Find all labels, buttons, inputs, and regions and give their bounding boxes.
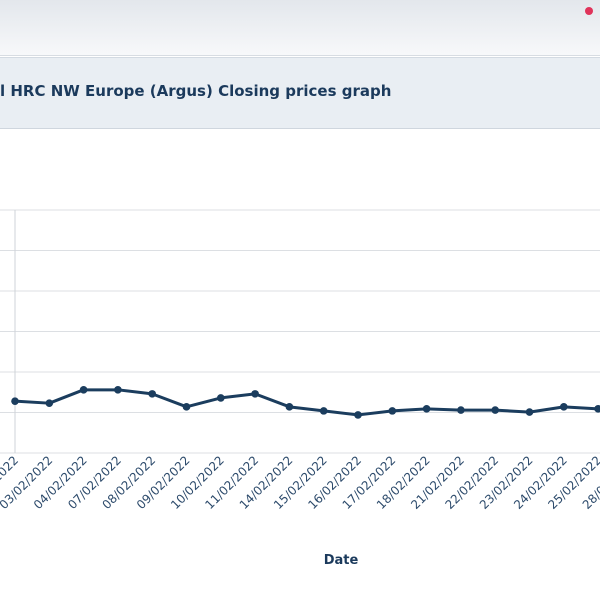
data-point (217, 394, 225, 402)
data-point (560, 403, 568, 411)
data-point (285, 403, 294, 411)
data-point (11, 397, 19, 405)
data-point (79, 386, 88, 394)
data-point (148, 390, 156, 398)
panel-header: l HRC NW Europe (Argus) Closing prices g… (0, 57, 600, 129)
line-series (14, 388, 599, 417)
top-bar (0, 0, 600, 56)
data-point (114, 386, 122, 394)
data-point (182, 403, 191, 411)
data-point (388, 407, 397, 415)
data-point (251, 390, 259, 398)
data-point (594, 405, 600, 413)
data-point (525, 408, 534, 416)
data-point (354, 411, 362, 419)
data-point (45, 399, 54, 407)
data-point (491, 406, 500, 414)
data-point (422, 405, 431, 413)
x-axis-label: Date (324, 553, 359, 568)
notification-dot[interactable] (585, 7, 593, 15)
data-point (319, 407, 328, 415)
data-point (457, 406, 465, 414)
panel-title: l HRC NW Europe (Argus) Closing prices g… (0, 82, 392, 100)
